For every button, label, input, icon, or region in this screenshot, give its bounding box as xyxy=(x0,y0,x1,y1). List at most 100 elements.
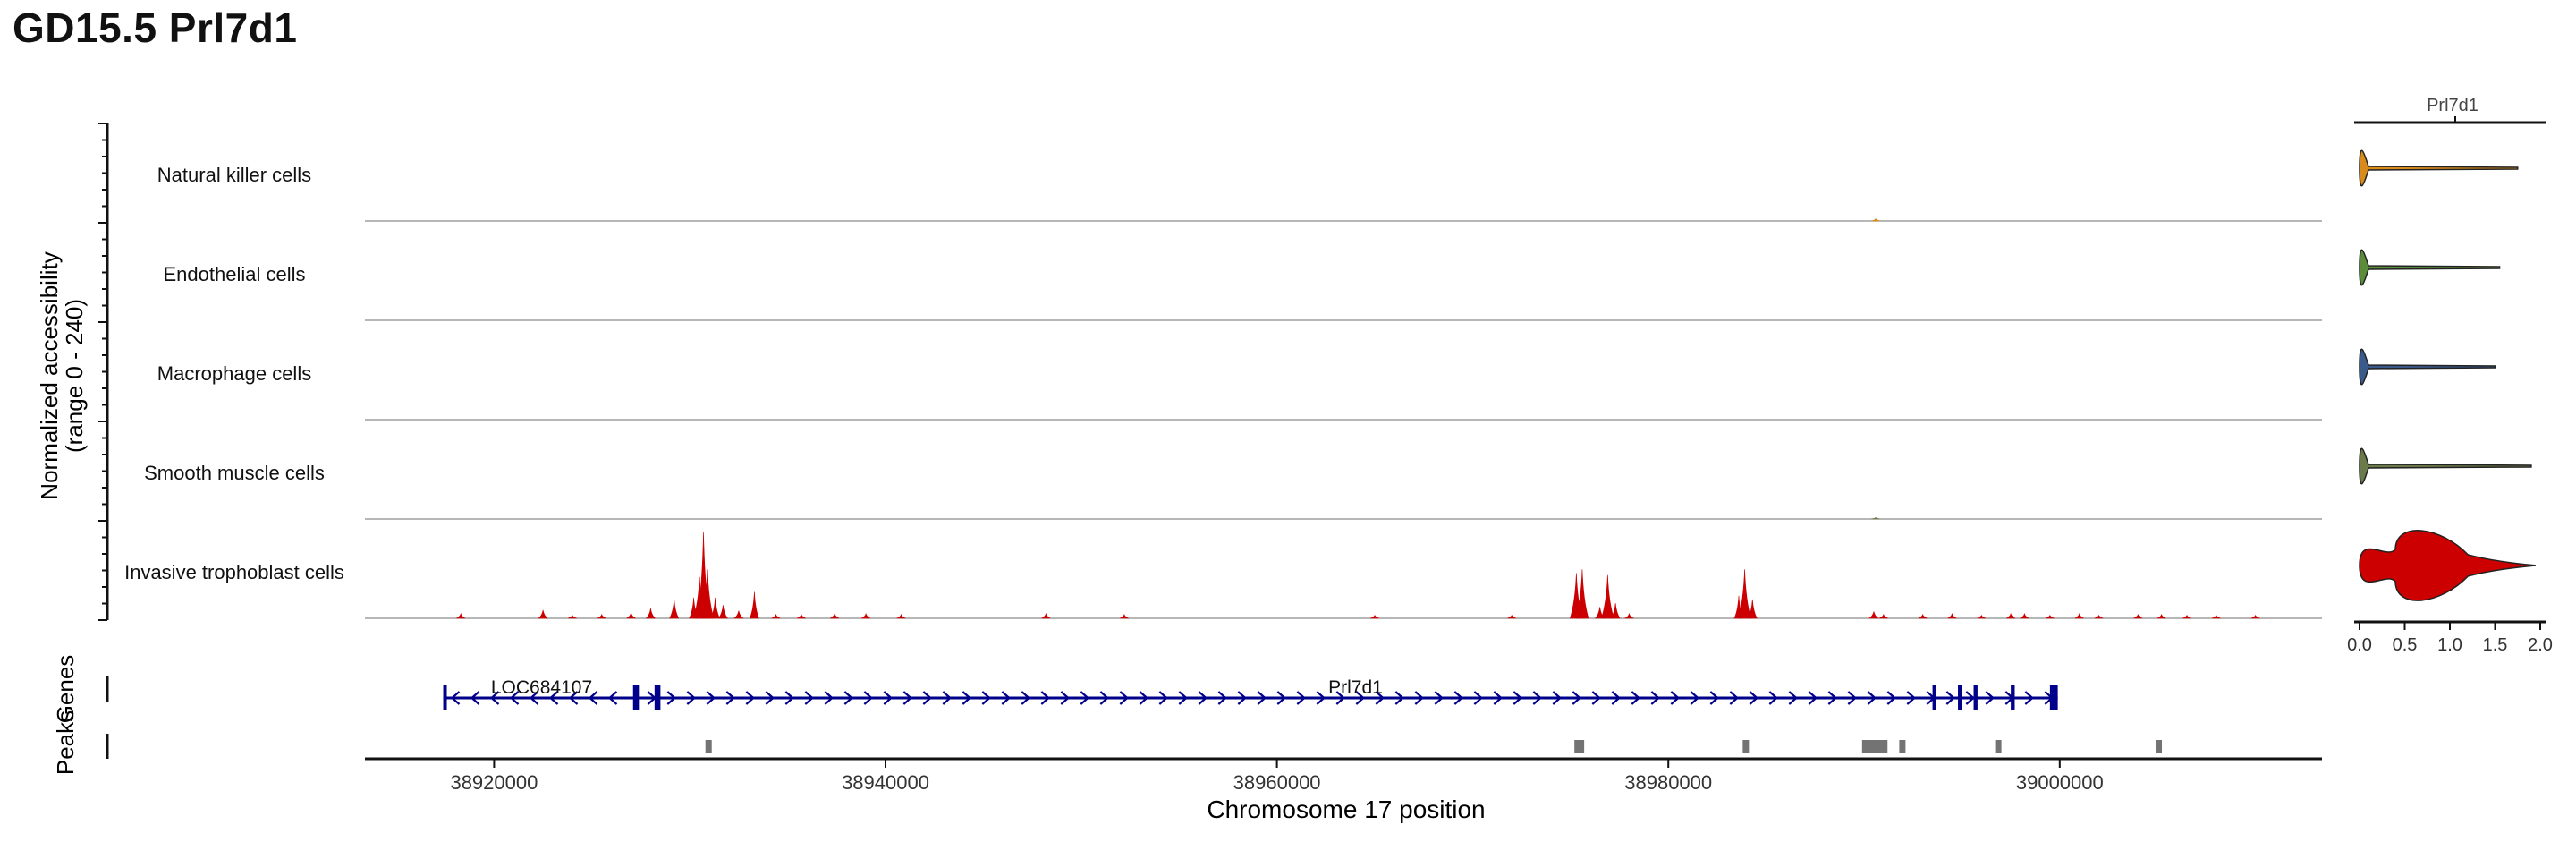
violin-shape xyxy=(2359,149,2519,187)
gene-exon xyxy=(632,685,640,710)
coverage-peak xyxy=(2250,614,2260,619)
gene-label: LOC684107 xyxy=(491,677,592,698)
peak-region xyxy=(1574,740,1585,753)
violin-shape xyxy=(2359,348,2496,386)
coverage-peak xyxy=(1610,603,1621,619)
gene-label: Prl7d1 xyxy=(1328,677,1383,698)
gene-exon xyxy=(1958,685,1962,710)
strand-arrow xyxy=(1434,691,1444,705)
strand-arrow xyxy=(1827,691,1837,705)
violin-title: Prl7d1 xyxy=(2427,96,2479,115)
peak-region xyxy=(1861,740,1888,753)
strand-arrow xyxy=(588,691,598,705)
coverage-peak xyxy=(796,613,807,619)
strand-arrow xyxy=(1650,691,1660,705)
coverage-peak xyxy=(2182,614,2192,619)
coverage-peak xyxy=(1369,614,1380,619)
x-axis-label: Chromosome 17 position xyxy=(1207,795,1485,823)
strand-arrow xyxy=(1611,691,1621,705)
strand-arrow xyxy=(1631,691,1640,705)
peak-region xyxy=(2156,740,2163,753)
x-axis: 38920000 38940000 38960000 38980000 39000000 xyxy=(365,757,2322,794)
strand-arrow xyxy=(1080,691,1089,705)
strand-arrow xyxy=(1709,691,1719,705)
strand-arrow xyxy=(1021,691,1030,705)
strand-arrow xyxy=(1296,691,1306,705)
strand-arrow xyxy=(1099,691,1109,705)
strand-arrow xyxy=(1257,691,1267,705)
strand-arrow xyxy=(981,691,991,705)
strand-arrow xyxy=(450,691,461,705)
strand-arrow xyxy=(902,691,912,705)
violin-x-tick-label: 1.5 xyxy=(2483,635,2508,655)
coverage-peak xyxy=(2005,612,2016,619)
track-label: Smooth muscle cells xyxy=(144,462,325,484)
gene-exon xyxy=(2049,685,2058,710)
strand-arrow xyxy=(2024,691,2034,705)
violin-x-tick-label: 0.0 xyxy=(2347,635,2372,655)
coverage-peak xyxy=(2094,614,2104,619)
coverage-peak xyxy=(1600,574,1614,619)
strand-arrow xyxy=(843,691,853,705)
strand-arrow xyxy=(1453,691,1463,705)
strand-arrow xyxy=(745,691,755,705)
track-label: Natural killer cells xyxy=(157,164,311,186)
coverage-peak xyxy=(1041,612,1051,619)
strand-arrow xyxy=(1178,691,1188,705)
coverage-peak xyxy=(1575,569,1589,619)
strand-arrow xyxy=(1808,691,1818,705)
coverage-peak xyxy=(1878,613,1888,619)
coverage-peak xyxy=(2211,614,2221,619)
strand-arrow xyxy=(765,691,775,705)
strand-arrow xyxy=(529,691,539,705)
coverage-peak xyxy=(1119,613,1130,619)
coverage-peak xyxy=(1871,516,1881,520)
coverage-peak xyxy=(1507,614,1517,619)
track-label: Endothelial cells xyxy=(164,263,306,285)
coverage-peak xyxy=(645,608,657,619)
strand-arrow xyxy=(1670,691,1680,705)
strand-arrow xyxy=(1473,691,1483,705)
coverage-peak xyxy=(2045,614,2055,619)
strand-arrow xyxy=(1591,691,1601,705)
strand-arrow xyxy=(1394,691,1404,705)
strand-arrow xyxy=(1945,691,1955,705)
strand-arrow xyxy=(1690,691,1699,705)
gene-exon xyxy=(1932,685,1936,710)
coverage-peak xyxy=(1747,599,1758,619)
strand-arrow xyxy=(1217,691,1227,705)
strand-arrow xyxy=(1749,691,1758,705)
coverage-peak xyxy=(2157,613,2166,619)
coverage-peak xyxy=(1871,217,1881,222)
strand-arrow xyxy=(489,691,500,705)
coverage-peak xyxy=(1624,612,1634,619)
violin-shape xyxy=(2359,530,2537,601)
coverage-peak xyxy=(700,569,715,619)
coverage-peak xyxy=(717,605,729,619)
x-tick-label: 38960000 xyxy=(1233,771,1321,794)
strand-arrow xyxy=(725,691,735,705)
y-axis-label-line2: (range 0 - 240) xyxy=(61,299,88,453)
strand-arrow xyxy=(824,691,834,705)
x-tick-label: 39000000 xyxy=(2016,771,2104,794)
gene-track: LOC684107 Prl7d1 xyxy=(106,676,2058,710)
strand-arrow xyxy=(942,691,952,705)
strand-arrow xyxy=(1493,691,1503,705)
coverage-peak xyxy=(1738,569,1751,619)
coverage-peak xyxy=(749,591,759,619)
strand-arrow xyxy=(548,691,559,705)
coverage-peak xyxy=(1977,614,1987,619)
coverage-peak xyxy=(771,613,781,619)
peaks-track-label: Peaks xyxy=(52,710,79,775)
gene-exon xyxy=(2011,685,2015,710)
strand-arrow xyxy=(1237,691,1247,705)
peak-region xyxy=(705,740,712,753)
genes-track-label: Genes xyxy=(52,655,79,724)
strand-arrow xyxy=(1513,691,1522,705)
coverage-peak xyxy=(1868,611,1879,619)
strand-arrow xyxy=(607,691,618,705)
coverage-peak xyxy=(669,599,680,619)
y-axis xyxy=(98,123,109,621)
gene-exon xyxy=(1973,685,1978,710)
strand-arrow xyxy=(1040,691,1050,705)
